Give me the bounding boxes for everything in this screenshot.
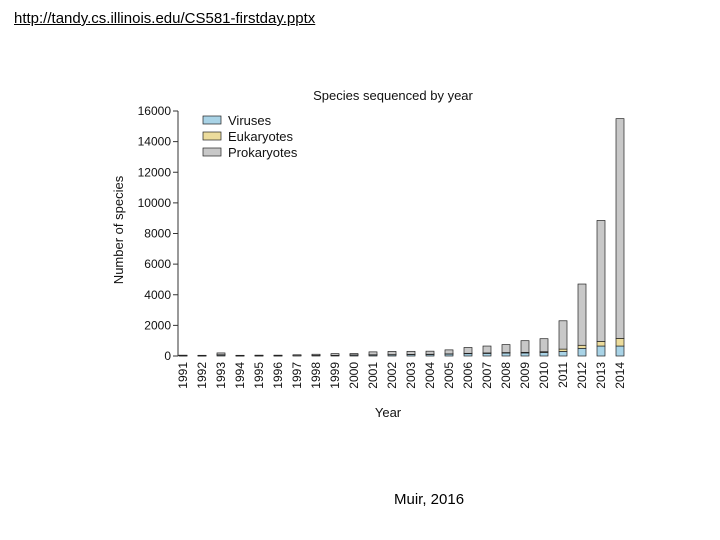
bar-prokaryotes-1998 xyxy=(311,353,321,356)
y-tick-label: 14000 xyxy=(138,135,172,149)
bar-prokaryotes-2006 xyxy=(463,347,473,354)
bar-eukaryotes-2012 xyxy=(577,344,587,349)
bar-prokaryotes-1993 xyxy=(216,352,226,356)
legend-swatch-viruses xyxy=(202,115,222,125)
x-tick-label: 2013 xyxy=(594,362,608,389)
y-tick-label: 16000 xyxy=(138,104,172,118)
x-tick-label: 2002 xyxy=(385,362,399,389)
y-tick-label: 4000 xyxy=(144,288,171,302)
x-tick-label: 1998 xyxy=(309,362,323,389)
bar-viruses-2007 xyxy=(482,353,492,357)
legend-swatch-prokaryotes xyxy=(202,147,222,157)
y-ticks: 0 2000 4000 6000 8000 10000 12000 14000 16000 xyxy=(138,104,178,363)
bar-viruses-2012 xyxy=(577,347,587,357)
bar-viruses-2009 xyxy=(520,352,530,357)
y-tick-label: 10000 xyxy=(138,196,172,210)
bar-prokaryotes-2012 xyxy=(577,283,587,346)
chart-title: Species sequenced by year xyxy=(313,88,473,103)
x-tick-label: 2006 xyxy=(461,362,475,389)
y-tick-label: 12000 xyxy=(138,165,172,179)
bar-prokaryotes-2001 xyxy=(368,351,378,356)
y-tick-label: 8000 xyxy=(144,227,171,241)
bars xyxy=(178,118,625,357)
bar-eukaryotes-2014 xyxy=(615,338,625,347)
bar-prokaryotes-2013 xyxy=(596,220,606,342)
bar-prokaryotes-1996 xyxy=(273,354,283,357)
x-tick-label: 2005 xyxy=(442,362,456,389)
x-tick-label: 2007 xyxy=(480,362,494,389)
bar-viruses-2010 xyxy=(539,352,549,357)
bar-prokaryotes-2003 xyxy=(406,350,416,355)
bar-prokaryotes-1992 xyxy=(197,354,207,357)
x-tick-label: 2008 xyxy=(499,362,513,389)
bar-prokaryotes-1997 xyxy=(292,354,302,357)
x-tick-label: 2004 xyxy=(423,362,437,389)
bar-prokaryotes-2000 xyxy=(349,353,359,356)
x-tick-label: 2010 xyxy=(537,362,551,389)
y-tick-label: 6000 xyxy=(144,257,171,271)
bar-prokaryotes-2004 xyxy=(425,350,435,355)
x-tick-label: 1999 xyxy=(328,362,342,389)
bar-prokaryotes-2005 xyxy=(444,349,454,355)
y-tick-label: 0 xyxy=(164,349,171,363)
x-tick-label: 1992 xyxy=(195,362,209,389)
credit-text: Muir, 2016 xyxy=(394,491,465,508)
legend-label-prokaryotes: Prokaryotes xyxy=(228,145,298,160)
y-tick-label: 2000 xyxy=(144,318,171,332)
x-tick-label: 2009 xyxy=(518,362,532,389)
x-tick-label: 2003 xyxy=(404,362,418,389)
x-ticks: 1991 1992 1993 1994 1995 1996 1997 1998 1999 2000… xyxy=(176,362,627,389)
x-tick-label: 2014 xyxy=(613,362,627,389)
x-axis-label: Year xyxy=(375,405,402,420)
bar-eukaryotes-2013 xyxy=(596,341,606,347)
bar-prokaryotes-1991 xyxy=(178,354,188,357)
x-tick-label: 1991 xyxy=(176,362,190,389)
x-tick-label: 1993 xyxy=(214,362,228,389)
bar-prokaryotes-2007 xyxy=(482,345,492,354)
bar-prokaryotes-2002 xyxy=(387,351,397,355)
bar-viruses-2014 xyxy=(615,345,625,357)
x-tick-label: 1997 xyxy=(290,362,304,389)
bar-prokaryotes-2010 xyxy=(539,338,549,353)
bar-prokaryotes-1999 xyxy=(330,353,340,356)
source-url-link[interactable]: http://tandy.cs.illinois.edu/CS581-first… xyxy=(14,10,316,27)
bar-prokaryotes-1995 xyxy=(254,354,264,357)
bar-prokaryotes-2011 xyxy=(558,320,568,350)
x-tick-label: 1995 xyxy=(252,362,266,389)
y-axis-label: Number of species xyxy=(111,175,126,284)
x-tick-label: 2001 xyxy=(366,362,380,389)
bar-viruses-2013 xyxy=(596,345,606,357)
x-tick-label: 1994 xyxy=(233,362,247,389)
x-tick-label: 2012 xyxy=(575,362,589,389)
legend-swatch-eukaryotes xyxy=(202,131,222,141)
bar-prokaryotes-1994 xyxy=(235,354,245,357)
bar-viruses-2008 xyxy=(501,352,511,357)
legend-label-eukaryotes: Eukaryotes xyxy=(228,129,294,144)
bar-prokaryotes-2009 xyxy=(520,340,530,353)
x-tick-label: 2011 xyxy=(556,362,570,388)
bar-prokaryotes-2008 xyxy=(501,344,511,353)
legend-label-viruses: Viruses xyxy=(228,113,272,128)
x-tick-label: 1996 xyxy=(271,362,285,389)
bar-prokaryotes-2014 xyxy=(615,118,625,339)
bar-viruses-2011 xyxy=(558,351,568,357)
x-tick-label: 2000 xyxy=(347,362,361,389)
